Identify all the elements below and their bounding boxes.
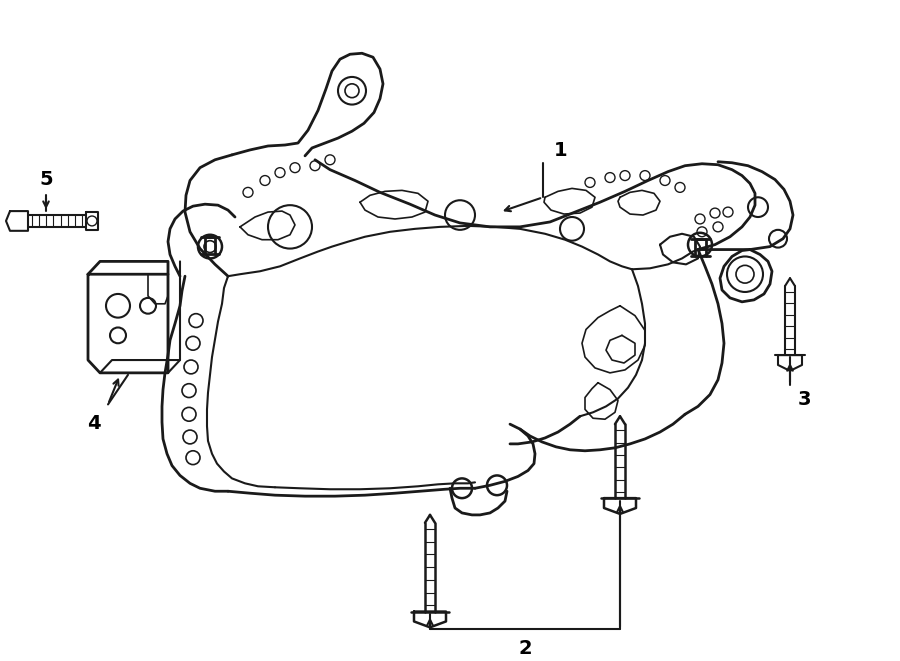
Text: 4: 4 (87, 414, 101, 434)
Text: 5: 5 (40, 171, 53, 190)
Text: 2: 2 (518, 639, 532, 658)
Text: 1: 1 (554, 141, 568, 160)
Text: 3: 3 (798, 389, 812, 408)
